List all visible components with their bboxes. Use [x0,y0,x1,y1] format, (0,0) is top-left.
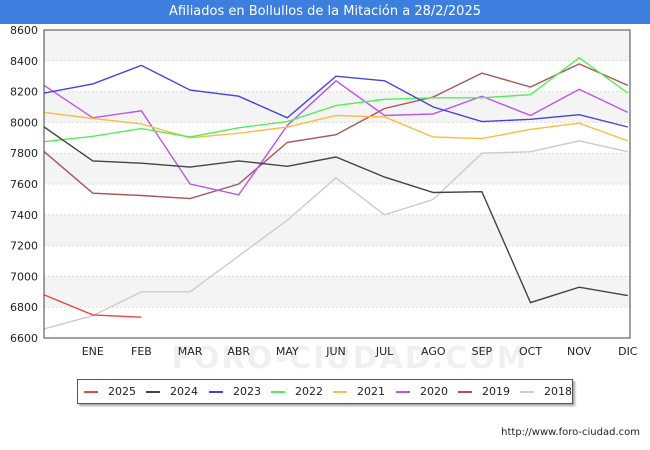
legend-item-2023: 2023 [209,380,261,403]
series-line-2021 [44,111,629,142]
y-tick-label: 7200 [10,240,38,253]
legend-item-2021: 2021 [333,380,385,403]
y-tick-label: 8200 [10,86,38,99]
series-line-2024 [43,126,628,304]
legend-label: 2023 [233,385,261,398]
legend-label: 2018 [544,385,572,398]
y-tick-label: 8000 [10,116,38,129]
y-tick-label: 7800 [10,147,38,160]
footer-url: http://www.foro-ciudad.com [501,427,640,438]
legend-item-2025: 2025 [84,380,136,403]
y-tick-label: 7400 [10,209,38,222]
grid-band [44,184,630,215]
legend-label: 2019 [482,385,510,398]
legend-swatch [458,390,472,393]
x-tick-label: ENE [82,345,104,358]
y-tick-label: 7600 [10,178,38,191]
plot-frame [43,29,631,339]
grid-band [44,307,630,338]
legend-swatch [209,390,223,393]
legend-label: 2025 [108,385,136,398]
x-tick-label: MAR [178,345,203,358]
y-tick-label: 8600 [10,24,38,37]
grid-band [44,276,630,308]
grid-band [44,245,630,277]
x-tick-label: MAY [276,345,299,358]
x-tick-label: NOV [567,345,592,358]
legend-item-2022: 2022 [271,380,323,403]
y-tick-label: 6800 [10,301,38,314]
legend-swatch [520,390,534,393]
legend-swatch [146,390,160,393]
series-line-2020 [43,79,629,196]
y-tick-label: 8400 [10,55,38,68]
x-tick-label: OCT [519,345,542,358]
legend-label: 2024 [170,385,198,398]
legend-item-2020: 2020 [396,380,448,403]
chart-title: Afiliados en Bollullos de la Mitación a … [0,0,650,24]
series-line-2019 [43,63,629,200]
legend: 2025 2024 2023 2022 2021 2020 2019 2018 [77,379,573,404]
x-tick-label: DIC [618,345,638,358]
legend-label: 2020 [420,385,448,398]
y-tick-label: 7000 [10,270,38,283]
x-tick-label: ABR [227,345,250,358]
series-line-2018 [44,140,628,330]
grid-band [44,214,630,246]
legend-label: 2021 [357,385,385,398]
x-tick-label: JUN [325,345,346,358]
legend-item-2019: 2019 [458,380,510,403]
x-tick-label: JUL [375,345,394,358]
x-tick-label: FEB [131,345,152,358]
legend-swatch [396,390,410,393]
grid-band [44,30,630,61]
x-tick-label: AGO [421,345,446,358]
series-line-2025 [43,294,142,318]
x-tick-label: SEP [472,345,493,358]
legend-swatch [333,390,347,393]
legend-item-2018: 2018 [520,380,572,403]
series-line-2022 [44,56,629,143]
y-tick-label: 6600 [10,332,38,345]
legend-swatch [271,390,285,393]
legend-swatch [84,390,98,393]
legend-item-2024: 2024 [146,380,198,403]
grid-band [44,122,630,154]
legend-label: 2022 [295,385,323,398]
watermark: FORO-CIUDAD.COM [172,341,529,376]
grid-band [44,91,630,123]
series-line-2023 [44,64,628,128]
